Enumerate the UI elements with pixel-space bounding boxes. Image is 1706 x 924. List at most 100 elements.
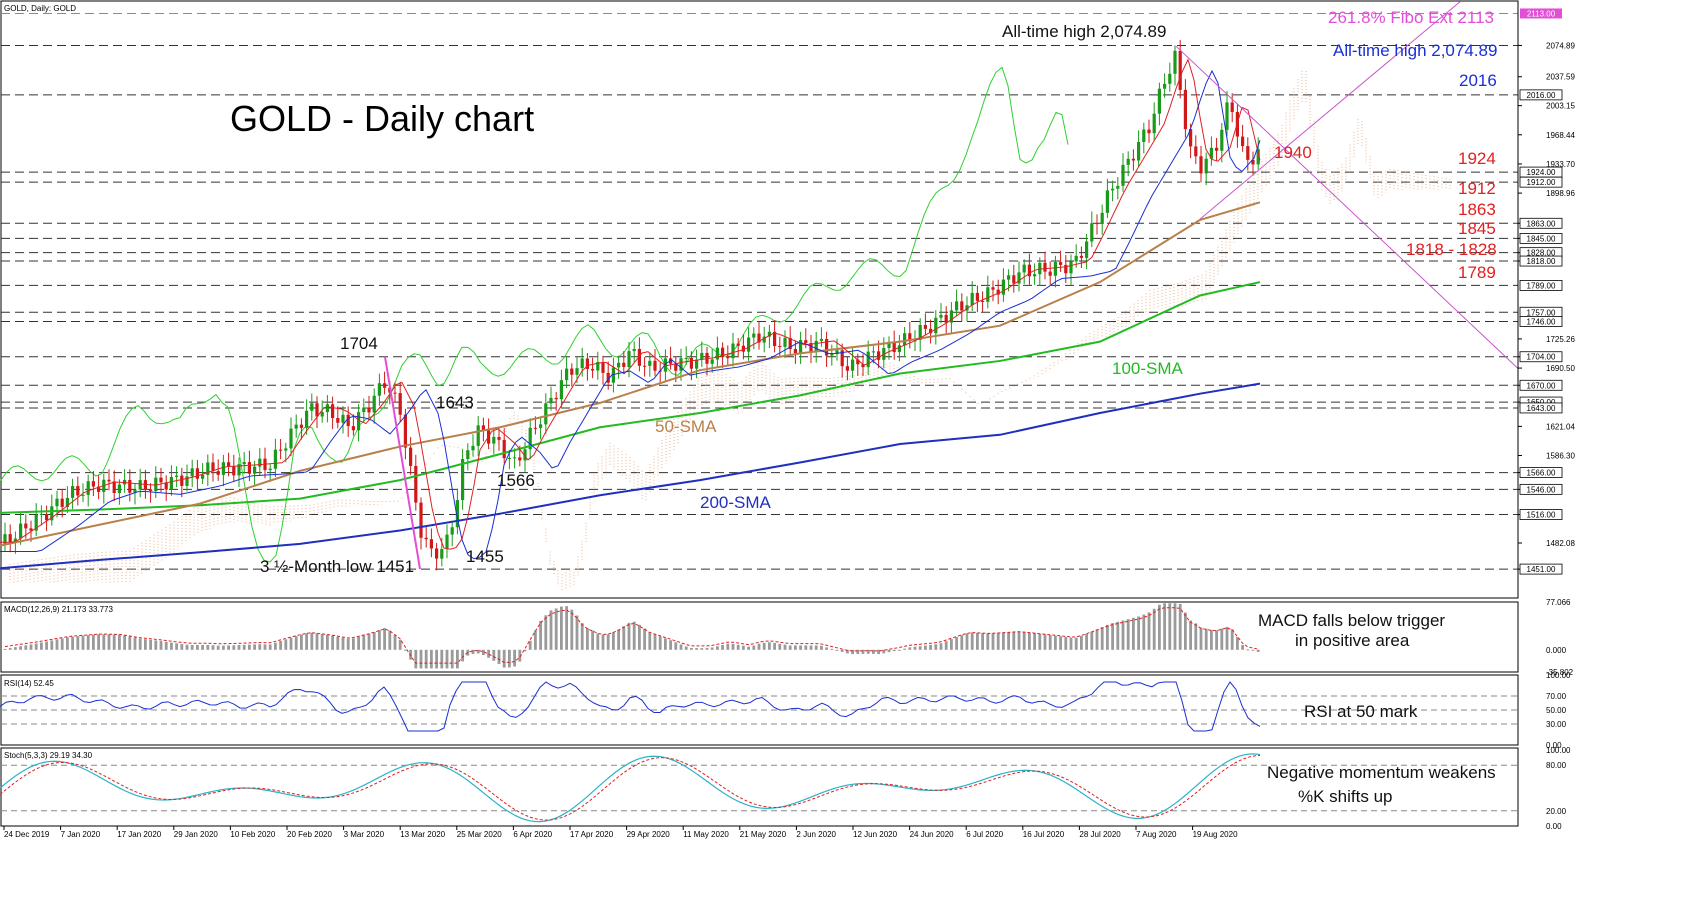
macd-bar [653, 634, 657, 650]
macd-bar [388, 630, 392, 650]
candle-body [19, 523, 23, 539]
rsi-tick-label: 70.00 [1546, 692, 1567, 701]
macd-bar [1204, 628, 1208, 650]
macd-bar [393, 635, 397, 650]
price-tag-box [1519, 279, 1563, 291]
stoch-k-line [0, 753, 1261, 823]
macd-bar [476, 649, 480, 654]
candle-body [835, 350, 839, 355]
macd-bar [627, 622, 631, 650]
macd-bar [1059, 636, 1062, 650]
candle-body [788, 337, 792, 350]
date-label: 6 Jul 2020 [966, 830, 1003, 839]
candle-body [383, 383, 387, 388]
macd-bar [248, 644, 251, 650]
macd-bar [1012, 631, 1016, 650]
candle-body [1116, 185, 1120, 189]
macd-bar [461, 649, 464, 662]
candle-body [424, 537, 428, 540]
candle-body [419, 502, 423, 538]
price-tag-box [1519, 176, 1563, 188]
annotation-1924: 1924 [1458, 149, 1496, 168]
macd-bar [820, 645, 823, 650]
candle-body [767, 331, 771, 337]
macd-bar [45, 641, 48, 650]
candle-body [138, 480, 142, 490]
candle-body [455, 500, 459, 528]
candle-body [1059, 262, 1063, 265]
candle-body [1085, 241, 1089, 258]
candle-body [221, 462, 225, 475]
candle-body [539, 424, 543, 428]
macd-bar [1085, 633, 1088, 650]
macd-bar [528, 640, 532, 650]
macd-bar [372, 631, 376, 650]
candle-body [50, 506, 54, 521]
annotation-1704: 1704 [340, 334, 378, 353]
macd-bar [492, 649, 496, 661]
candle-body [377, 383, 381, 396]
macd-bar [960, 635, 964, 650]
candle-body [60, 498, 64, 507]
macd-header: MACD(12,26,9) 21.173 33.773 [4, 605, 114, 614]
candle-body [1038, 262, 1042, 275]
candle-body [523, 449, 527, 461]
macd-bar [149, 639, 152, 650]
price-tag-label: 2016.00 [1527, 91, 1556, 100]
macd-bar [991, 633, 995, 650]
macd-bar [190, 645, 194, 650]
candle-body [13, 538, 17, 543]
candle-body [585, 358, 589, 369]
macd-bar [482, 649, 485, 656]
macd-bar [263, 644, 267, 650]
candle-body [1126, 158, 1130, 165]
date-label: 19 Aug 2020 [1193, 830, 1238, 839]
macd-bar [497, 649, 501, 664]
candle-body [570, 368, 574, 375]
candle-body [128, 479, 132, 493]
macd-axis: 77.066 0.000 -35.802 [1546, 598, 1574, 677]
candle-body [305, 410, 309, 428]
candle-body [34, 514, 38, 531]
macd-annotation-1: MACD falls below trigger [1258, 611, 1445, 630]
annotation-ath-blue: All-time high 2,074.89 [1333, 41, 1497, 60]
macd-bar [840, 649, 844, 652]
candle-body [1256, 149, 1260, 165]
moving-averages [0, 201, 1261, 570]
candle-body [700, 352, 704, 360]
macd-bar [747, 646, 750, 650]
macd-bar [1074, 637, 1078, 650]
date-label: 17 Apr 2020 [570, 830, 614, 839]
candle-body [622, 362, 626, 368]
macd-bar [29, 644, 33, 650]
candle-body [981, 300, 985, 302]
macd-bar [201, 645, 204, 650]
macd-bar [258, 644, 262, 650]
candle-body [575, 368, 579, 375]
candle-body [1131, 158, 1135, 161]
candle-body [461, 458, 465, 501]
candle-body [554, 397, 558, 400]
macd-bar [752, 645, 756, 650]
candle-body [24, 523, 28, 529]
macd-bar [835, 649, 839, 651]
candle-body [1022, 264, 1026, 273]
candle-body [804, 340, 808, 344]
candle-body [1220, 129, 1224, 151]
macd-bar [549, 610, 553, 650]
macd-bar [1241, 645, 1244, 650]
macd-bar [716, 646, 719, 650]
candle-body [684, 357, 688, 359]
candle-body [1069, 261, 1073, 274]
100-sma-line [0, 281, 1261, 514]
price-tag-label: 1912.00 [1527, 178, 1556, 187]
candle-body [533, 427, 537, 429]
macd-bar [1121, 620, 1125, 650]
candle-body [211, 462, 215, 472]
macd-bar [695, 648, 698, 650]
annotation-1455: 1455 [466, 547, 504, 566]
candle-body [45, 513, 49, 521]
price-tick-label: 1586.30 [1546, 452, 1575, 461]
macd-bar [206, 645, 210, 650]
